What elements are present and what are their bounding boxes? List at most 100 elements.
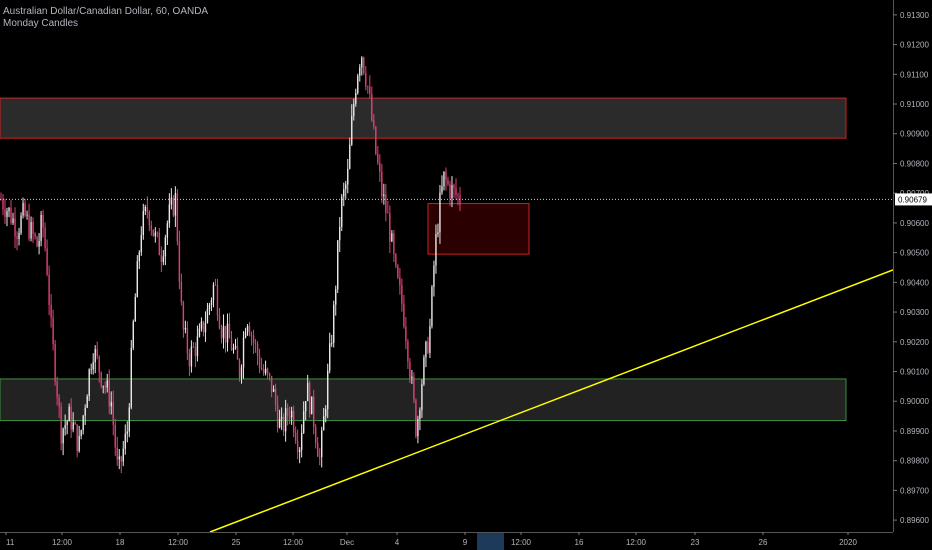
candle-body <box>339 226 341 241</box>
candle-body <box>194 346 197 357</box>
y-tick-label: 0.89900 <box>900 427 929 436</box>
candle-body <box>116 447 118 460</box>
candle-body <box>28 214 30 239</box>
y-tick-label: 0.89700 <box>900 486 929 495</box>
x-tick-label: 25 <box>232 538 241 547</box>
candle-body <box>457 194 459 196</box>
candle-body <box>80 430 82 436</box>
candle-body <box>104 385 106 388</box>
candle-body <box>200 321 203 329</box>
candle-body <box>383 194 385 197</box>
trendline[interactable] <box>209 269 894 533</box>
candle-body <box>44 227 46 249</box>
candle-body <box>154 232 157 237</box>
candle-body <box>399 277 401 285</box>
candle-body <box>76 424 78 451</box>
candle-body <box>359 67 361 76</box>
candle-body <box>355 92 357 104</box>
candle-body <box>353 103 355 116</box>
candle-body <box>403 303 405 327</box>
candle-body <box>32 222 34 234</box>
candle-body <box>42 214 44 228</box>
supply-zone[interactable] <box>427 203 530 255</box>
candle-body <box>391 233 393 242</box>
candle-body <box>82 415 84 431</box>
candle-body <box>88 369 90 397</box>
candle-body <box>226 323 229 343</box>
candle-body <box>134 297 136 322</box>
candle-body <box>100 372 102 387</box>
candles-group <box>0 56 461 474</box>
candle-body <box>124 433 126 449</box>
candle-body <box>325 409 327 417</box>
candle-body <box>118 456 120 460</box>
time-cursor-box <box>477 533 504 550</box>
x-tick-label: 9 <box>463 538 468 547</box>
candle-body <box>168 204 171 224</box>
candle-body <box>230 338 233 351</box>
candle-body <box>206 309 209 323</box>
candle-body <box>262 369 265 374</box>
current-price-label: 0.90679 <box>898 195 927 204</box>
candle-body <box>385 194 387 213</box>
candle-body <box>337 240 339 290</box>
candle-body <box>419 410 421 419</box>
candle-body <box>36 236 38 247</box>
candle-body <box>234 346 237 349</box>
price-axis[interactable] <box>893 0 932 550</box>
candle-body <box>106 380 108 388</box>
candle-body <box>268 373 271 376</box>
candle-body <box>62 428 64 444</box>
candle-body <box>110 402 112 407</box>
x-tick-label: 12:00 <box>511 538 532 547</box>
candle-body <box>302 411 305 433</box>
candle-body <box>367 86 369 88</box>
candle-body <box>433 265 435 287</box>
candle-body <box>379 162 381 172</box>
candle-body <box>182 302 185 330</box>
candle-body <box>94 349 96 363</box>
candle-body <box>264 368 267 374</box>
candle-body <box>242 337 245 368</box>
candle-body <box>198 328 201 337</box>
candle-body <box>2 199 4 210</box>
candle-body <box>304 401 307 412</box>
candle-body <box>349 144 351 169</box>
x-tick-label: 18 <box>116 538 125 547</box>
resistance-zone[interactable] <box>0 97 847 139</box>
candle-body <box>276 404 279 428</box>
candle-body <box>260 368 263 370</box>
candle-body <box>170 197 173 205</box>
candle-body <box>300 432 303 450</box>
candle-body <box>102 385 104 387</box>
candle-body <box>26 214 28 216</box>
x-tick-label: Dec <box>340 538 354 547</box>
candle-body <box>314 427 317 443</box>
candle-body <box>423 357 425 385</box>
indicator-label: Monday Candles <box>3 18 79 29</box>
candle-body <box>294 432 297 442</box>
candle-body <box>318 456 321 458</box>
candle-body <box>278 418 281 428</box>
candle-body <box>66 421 68 425</box>
time-axis[interactable] <box>0 532 932 550</box>
candle-body <box>150 225 153 230</box>
candle-body <box>202 321 205 333</box>
candle-body <box>12 218 14 223</box>
candle-body <box>369 86 371 94</box>
candle-body <box>280 416 283 419</box>
candle-body <box>186 327 189 354</box>
x-tick-label: 12:00 <box>52 538 73 547</box>
support-zone[interactable] <box>0 378 847 422</box>
candle-body <box>393 233 395 255</box>
candle-body <box>92 362 94 370</box>
candle-body <box>333 304 335 343</box>
candle-body <box>254 343 257 345</box>
x-tick-label: 12:00 <box>626 538 647 547</box>
candle-body <box>140 235 143 253</box>
candle-body <box>50 304 52 318</box>
candle-body <box>144 206 147 211</box>
y-tick-label: 0.90200 <box>900 338 929 347</box>
